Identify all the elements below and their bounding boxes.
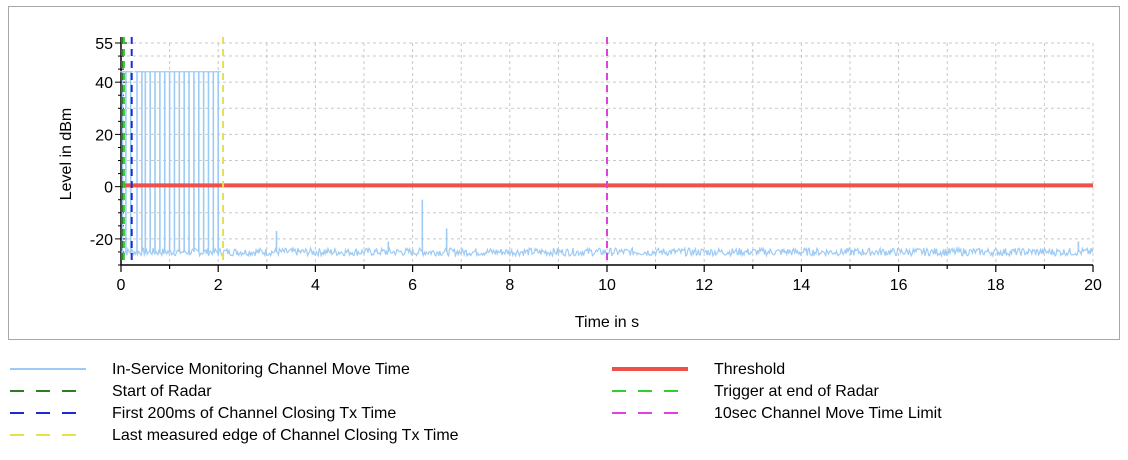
y-tick-label: 0 <box>104 180 113 197</box>
x-tick-label: 12 <box>695 277 713 294</box>
legend-label: First 200ms of Channel Closing Tx Time <box>112 405 396 422</box>
legend-label: Threshold <box>714 361 785 378</box>
x-tick-label: 0 <box>117 277 126 294</box>
y-axis-title: Level in dBm <box>58 108 75 201</box>
chart-frame: 0 2 4 6 8 10 12 14 16 18 20 -20 0 20 40 55 Time in s Leve… <box>8 6 1120 340</box>
x-tick-label: 8 <box>505 277 514 294</box>
x-tick-label: 6 <box>408 277 417 294</box>
y-tick-label: 55 <box>95 36 113 53</box>
x-tick-label: 4 <box>311 277 320 294</box>
y-tick-label: -20 <box>90 232 113 249</box>
legend-label: Last measured edge of Channel Closing Tx… <box>112 427 459 444</box>
x-tick-label: 20 <box>1084 277 1102 294</box>
x-tick-label: 2 <box>214 277 223 294</box>
chart-legend: In-Service Monitoring Channel Move Time T… <box>10 361 942 444</box>
legend-label: Start of Radar <box>112 383 212 400</box>
x-axis-title: Time in s <box>575 314 639 331</box>
x-tick-label: 16 <box>890 277 908 294</box>
series-noise-trace <box>120 245 1094 259</box>
y-tick-label: 20 <box>95 127 113 144</box>
x-tick-label: 18 <box>987 277 1005 294</box>
legend-label: Trigger at end of Radar <box>714 383 880 400</box>
x-tick-label: 10 <box>598 277 616 294</box>
legend-label: 10sec Channel Move Time Limit <box>714 405 942 422</box>
legend-label: In-Service Monitoring Channel Move Time <box>112 361 410 378</box>
chart-plot: 0 2 4 6 8 10 12 14 16 18 20 -20 0 20 40 55 Time in s Leve… <box>58 36 1102 331</box>
y-tick-label: 40 <box>95 75 113 92</box>
x-tick-label: 14 <box>793 277 811 294</box>
